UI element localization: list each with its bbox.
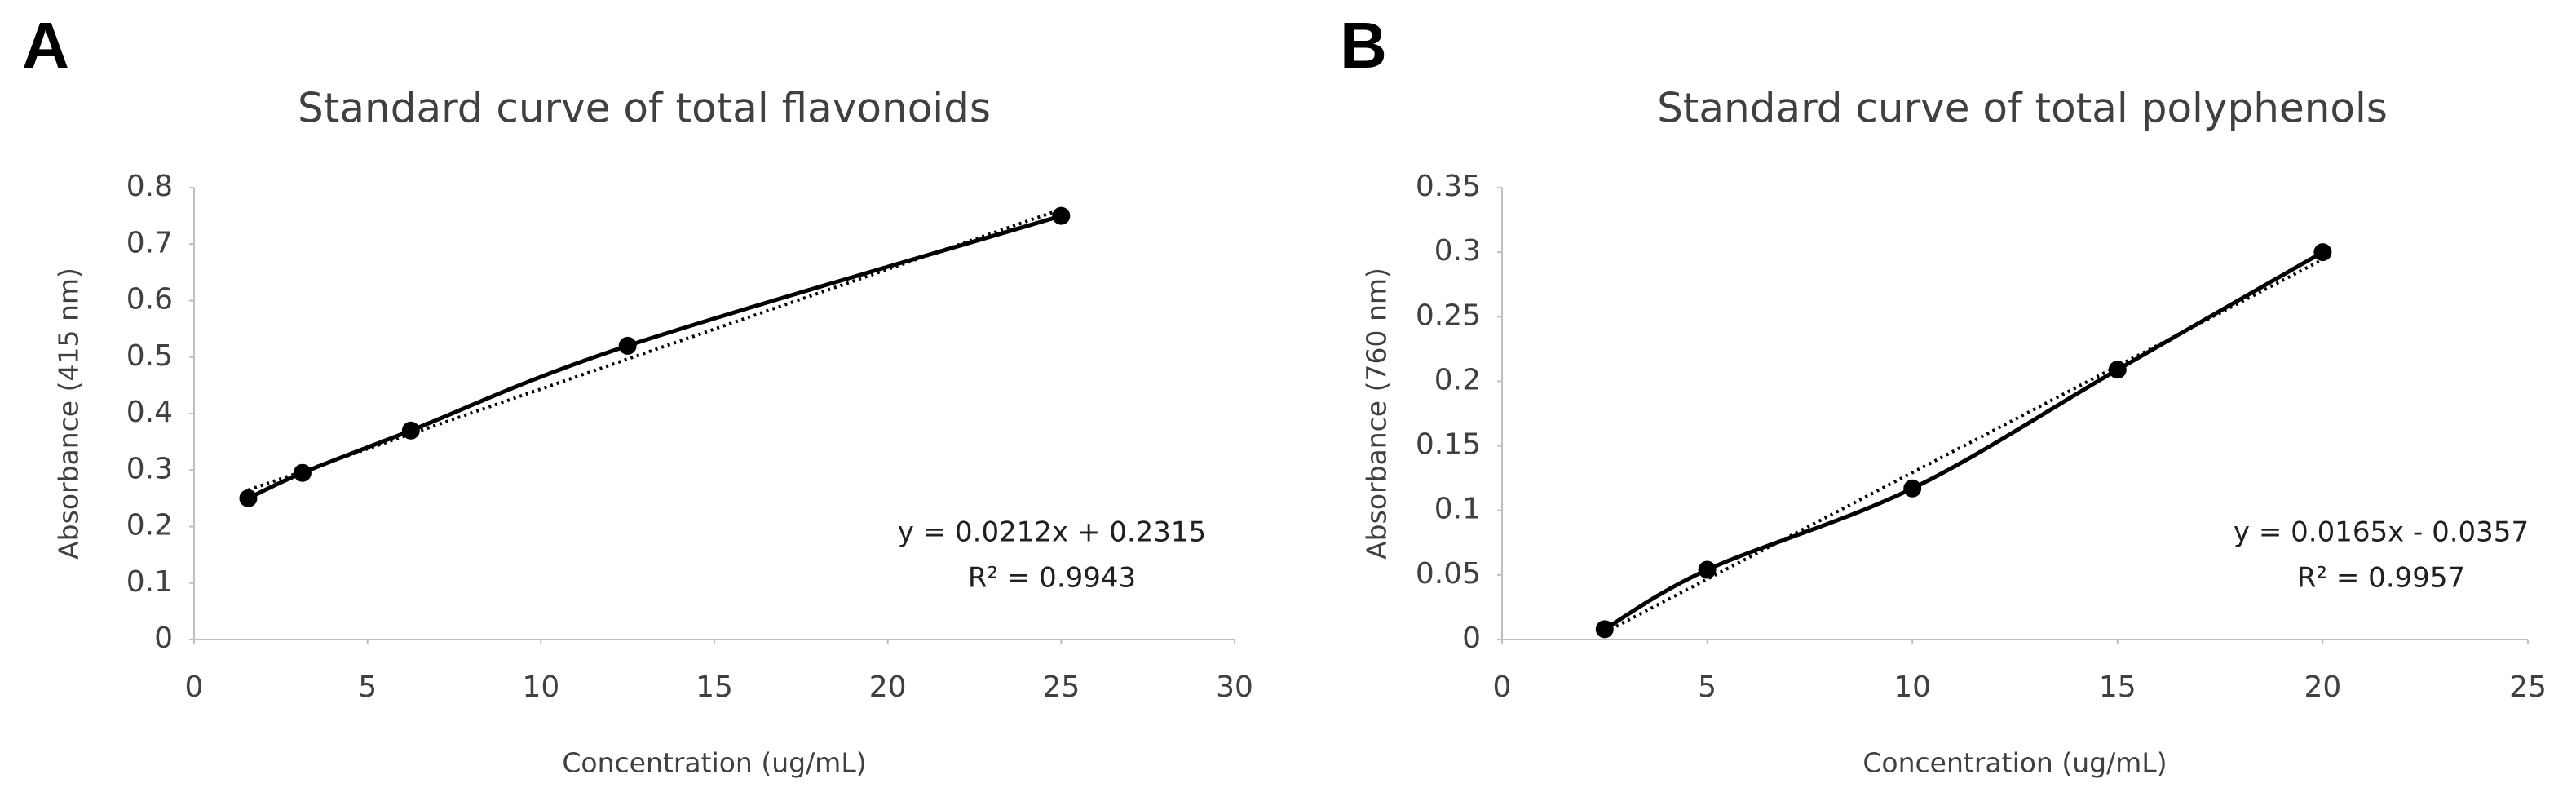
data-point [1595, 620, 1614, 639]
x-tick-label: 5 [1698, 671, 1717, 704]
data-point [239, 489, 258, 507]
x-tick-label: 0 [185, 671, 204, 704]
y-tick-label: 0.15 [1416, 428, 1481, 462]
data-point [2108, 361, 2127, 379]
y-tick-label: 0.35 [1416, 170, 1481, 203]
y-tick-label: 0.1 [126, 565, 173, 599]
data-point [293, 463, 312, 482]
x-tick-label: 30 [1216, 671, 1253, 704]
x-tick-label: 20 [869, 671, 907, 704]
y-tick-label: 0.4 [126, 396, 173, 429]
y-axis-label: Absorbance (415 nm) [53, 268, 85, 560]
x-tick-label: 25 [2509, 671, 2547, 704]
y-tick-label: 0.5 [126, 339, 173, 373]
y-tick-label: 0.25 [1416, 299, 1481, 332]
r-squared: R² = 0.9957 [2297, 562, 2465, 595]
data-point [1903, 479, 1922, 498]
equation: y = 0.0212x + 0.2315 [898, 516, 1206, 549]
x-tick-label: 15 [696, 671, 733, 704]
x-tick-label: 5 [358, 671, 377, 704]
series-line [1603, 250, 2324, 631]
x-tick-label: 20 [2304, 671, 2341, 704]
y-tick-label: 0.3 [126, 452, 173, 485]
y-tick-label: 0.1 [1434, 493, 1481, 526]
y-tick-label: 0.2 [1434, 363, 1481, 396]
y-tick-label: 0.05 [1416, 557, 1481, 591]
x-axis-label: Concentration (ug/mL) [562, 747, 866, 779]
x-tick-label: 10 [1893, 671, 1931, 704]
data-point [1052, 206, 1071, 225]
panel-label: A [22, 9, 69, 82]
r-squared: R² = 0.9943 [968, 562, 1136, 595]
data-point [618, 336, 637, 355]
data-point [2313, 243, 2332, 262]
chart-title: Standard curve of total polyphenols [1657, 85, 2388, 132]
data-point [1698, 560, 1717, 579]
x-tick-label: 0 [1493, 671, 1512, 704]
y-tick-label: 0 [154, 622, 173, 655]
y-axis-label: Absorbance (760 nm) [1361, 268, 1393, 560]
data-point [401, 421, 420, 440]
y-tick-label: 0.3 [1434, 234, 1481, 268]
x-tick-label: 15 [2099, 671, 2136, 704]
y-tick-label: 0 [1462, 622, 1481, 655]
series-line [247, 214, 1063, 501]
y-tick-label: 0.8 [126, 170, 173, 203]
y-tick-label: 0.6 [126, 283, 173, 316]
chart-title: Standard curve of total flavonoids [298, 85, 991, 132]
equation: y = 0.0165x - 0.0357 [2234, 516, 2529, 549]
x-axis-label: Concentration (ug/mL) [1862, 747, 2167, 779]
panel-label: B [1340, 9, 1387, 82]
x-tick-label: 25 [1042, 671, 1080, 704]
y-tick-label: 0.2 [126, 509, 173, 542]
y-tick-label: 0.7 [126, 226, 173, 259]
x-tick-label: 10 [522, 671, 559, 704]
